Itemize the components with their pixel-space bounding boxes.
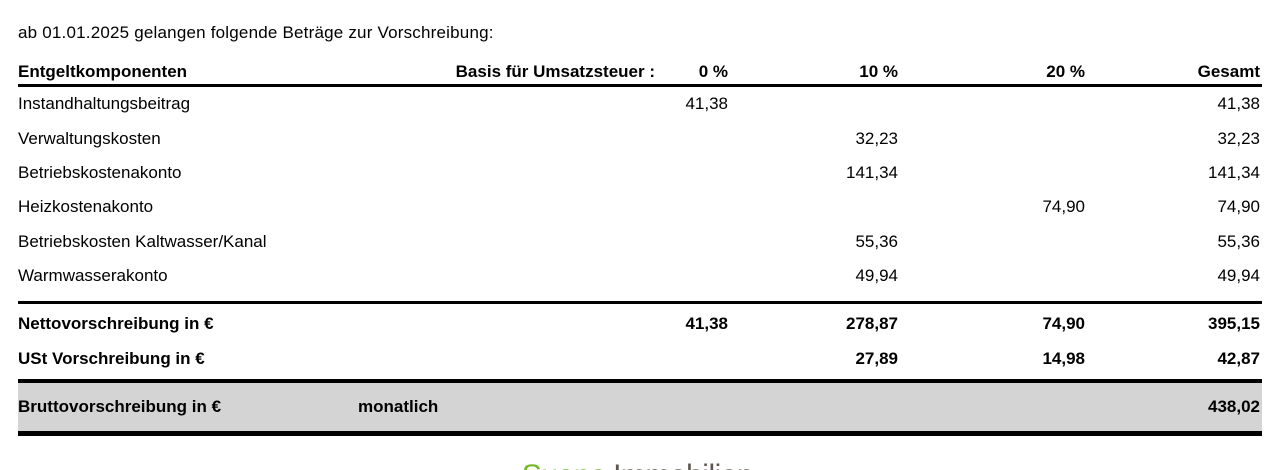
row-label: Heizkostenakonto bbox=[18, 197, 154, 217]
table-row: Betriebskosten Kaltwasser/Kanal 55,36 55… bbox=[18, 225, 1262, 259]
col-header-component: Entgeltkomponenten bbox=[18, 62, 188, 81]
company-logo: Sueno Immobilien bbox=[522, 451, 755, 470]
cell-20pct: 14,98 bbox=[1042, 348, 1085, 368]
summary-section: Nettovorschreibung in € 41,38 278,87 74,… bbox=[18, 301, 1262, 384]
table-row: Heizkostenakonto 74,90 74,90 bbox=[18, 190, 1262, 224]
logo-brand-secondary: Immobilien bbox=[613, 461, 754, 470]
cell-10pct: 49,94 bbox=[855, 266, 898, 286]
cell-0pct: 41,38 bbox=[685, 94, 728, 114]
table-row: Instandhaltungsbeitrag 41,38 41,38 bbox=[18, 87, 1262, 121]
cell-gesamt: 55,36 bbox=[1217, 231, 1260, 251]
table-row: Warmwasserakonto 49,94 49,94 bbox=[18, 259, 1262, 293]
table-row: Betriebskostenakonto 141,34 141,34 bbox=[18, 156, 1262, 190]
cell-gesamt: 49,94 bbox=[1217, 266, 1260, 286]
logo-brand-primary: Sueno bbox=[522, 461, 607, 470]
col-header-0pct: 0 % bbox=[698, 62, 728, 81]
row-label: Nettovorschreibung in € bbox=[18, 313, 214, 333]
gross-total: 438,02 bbox=[1208, 397, 1260, 417]
intro-text: ab 01.01.2025 gelangen folgende Beträge … bbox=[18, 23, 494, 42]
row-label: Betriebskosten Kaltwasser/Kanal bbox=[18, 231, 267, 251]
cell-20pct: 74,90 bbox=[1042, 313, 1085, 333]
col-header-20pct: 20 % bbox=[1046, 62, 1085, 81]
row-label: USt Vorschreibung in € bbox=[18, 348, 205, 368]
cell-10pct: 27,89 bbox=[855, 348, 898, 368]
gross-label: Bruttovorschreibung in € bbox=[18, 397, 222, 417]
row-label: Instandhaltungsbeitrag bbox=[18, 94, 191, 114]
cell-10pct: 32,23 bbox=[855, 128, 898, 148]
cell-20pct: 74,90 bbox=[1042, 197, 1085, 217]
row-label: Verwaltungskosten bbox=[18, 128, 161, 148]
cell-gesamt: 42,87 bbox=[1217, 348, 1260, 368]
vat-total-row: USt Vorschreibung in € 27,89 14,98 42,87 bbox=[18, 341, 1262, 376]
cell-gesamt: 141,34 bbox=[1208, 162, 1260, 182]
gross-period: monatlich bbox=[358, 397, 439, 417]
cell-gesamt: 41,38 bbox=[1217, 94, 1260, 114]
cell-10pct: 55,36 bbox=[855, 231, 898, 251]
table-header-row: Entgeltkomponenten Basis für Umsatzsteue… bbox=[18, 60, 1262, 87]
cell-10pct: 141,34 bbox=[846, 162, 898, 182]
billing-statement-document: ab 01.01.2025 gelangen folgende Beträge … bbox=[0, 23, 1280, 470]
cell-0pct: 41,38 bbox=[685, 313, 728, 333]
net-total-row: Nettovorschreibung in € 41,38 278,87 74,… bbox=[18, 306, 1262, 341]
cell-gesamt: 395,15 bbox=[1208, 313, 1260, 333]
row-label: Betriebskostenakonto bbox=[18, 162, 182, 182]
gross-total-row: Bruttovorschreibung in € monatlich 438,0… bbox=[18, 383, 1262, 437]
col-header-basis: Basis für Umsatzsteuer : bbox=[455, 62, 655, 81]
col-header-gesamt: Gesamt bbox=[1197, 62, 1260, 81]
cell-10pct: 278,87 bbox=[846, 313, 898, 333]
col-header-10pct: 10 % bbox=[859, 62, 898, 81]
cell-gesamt: 74,90 bbox=[1217, 197, 1260, 217]
row-label: Warmwasserakonto bbox=[18, 266, 168, 286]
table-row: Verwaltungskosten 32,23 32,23 bbox=[18, 121, 1262, 155]
charges-table: Entgeltkomponenten Basis für Umsatzsteue… bbox=[18, 60, 1262, 437]
cell-gesamt: 32,23 bbox=[1217, 128, 1260, 148]
